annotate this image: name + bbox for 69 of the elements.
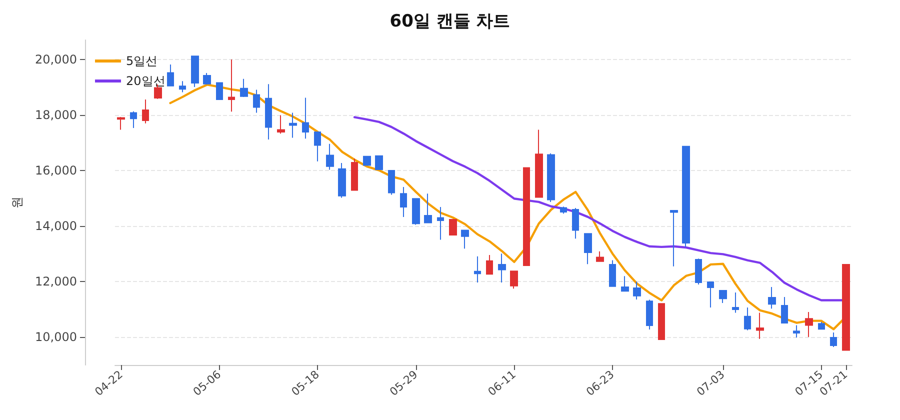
candlestick — [830, 332, 837, 348]
candlestick — [179, 80, 186, 93]
candlestick — [363, 156, 371, 166]
candlestick — [167, 64, 174, 86]
candlestick — [609, 260, 616, 287]
candlestick — [130, 110, 137, 129]
candlestick — [719, 290, 727, 304]
candlestick — [216, 82, 223, 100]
candlestick — [547, 152, 555, 202]
candlestick — [302, 97, 309, 140]
candlestick — [412, 198, 420, 226]
candlestick — [510, 270, 518, 290]
candlestick — [523, 167, 530, 266]
candlestick — [670, 210, 678, 267]
candlestick — [805, 311, 813, 338]
candlestick — [744, 307, 751, 331]
candlestick — [449, 218, 457, 236]
candlestick — [596, 250, 604, 262]
candlestick — [314, 131, 321, 162]
candlestick — [277, 114, 285, 134]
candlestick — [486, 254, 493, 275]
candlestick — [375, 155, 383, 170]
candlestick — [633, 281, 641, 300]
candlestick — [498, 253, 506, 283]
candlestick — [289, 112, 297, 138]
candlestick — [326, 143, 334, 170]
candlestick — [265, 84, 272, 140]
candlestick — [658, 303, 665, 340]
candlestick — [142, 98, 149, 124]
candlestick — [437, 206, 444, 240]
candlestick — [560, 206, 567, 214]
candlestick — [351, 158, 358, 191]
candlestick — [842, 264, 850, 351]
chart-title: 60일 캔들 차트 — [390, 12, 510, 32]
candlestick — [191, 56, 199, 88]
candlestick — [707, 281, 714, 308]
candlestick — [461, 230, 469, 250]
candlestick — [253, 89, 260, 114]
candlestick — [584, 233, 592, 265]
candlestick — [646, 299, 653, 330]
candlestick — [818, 321, 825, 330]
candlestick — [572, 208, 579, 240]
candlestick — [474, 256, 481, 283]
candlestick — [228, 58, 235, 112]
candlestick — [781, 296, 788, 324]
candlestick — [240, 78, 248, 98]
candlestick — [535, 129, 543, 198]
candlestick — [621, 276, 629, 292]
legend-label: 20일선 — [126, 74, 166, 88]
y-tick-label: 10,000 — [35, 330, 77, 344]
legend-label: 5일선 — [126, 54, 158, 68]
candlestick — [117, 116, 125, 130]
candlestick — [732, 292, 739, 314]
y-tick-label: 16,000 — [35, 164, 77, 178]
y-tick-label: 14,000 — [35, 219, 77, 234]
y-tick-label: 18,000 — [35, 108, 77, 122]
y-tick-label: 12,000 — [35, 274, 77, 289]
candlestick — [768, 286, 776, 310]
candlestick — [338, 162, 346, 198]
candlestick — [682, 146, 690, 248]
candlestick — [793, 324, 800, 338]
candlestick — [424, 193, 432, 224]
candlestick — [756, 312, 764, 340]
y-axis-title: 원 — [10, 196, 24, 208]
candlestick — [388, 170, 395, 196]
y-tick-label: 20,000 — [35, 52, 77, 66]
candlestick — [400, 186, 407, 218]
candlestick — [203, 72, 211, 85]
candlestick — [695, 258, 702, 285]
